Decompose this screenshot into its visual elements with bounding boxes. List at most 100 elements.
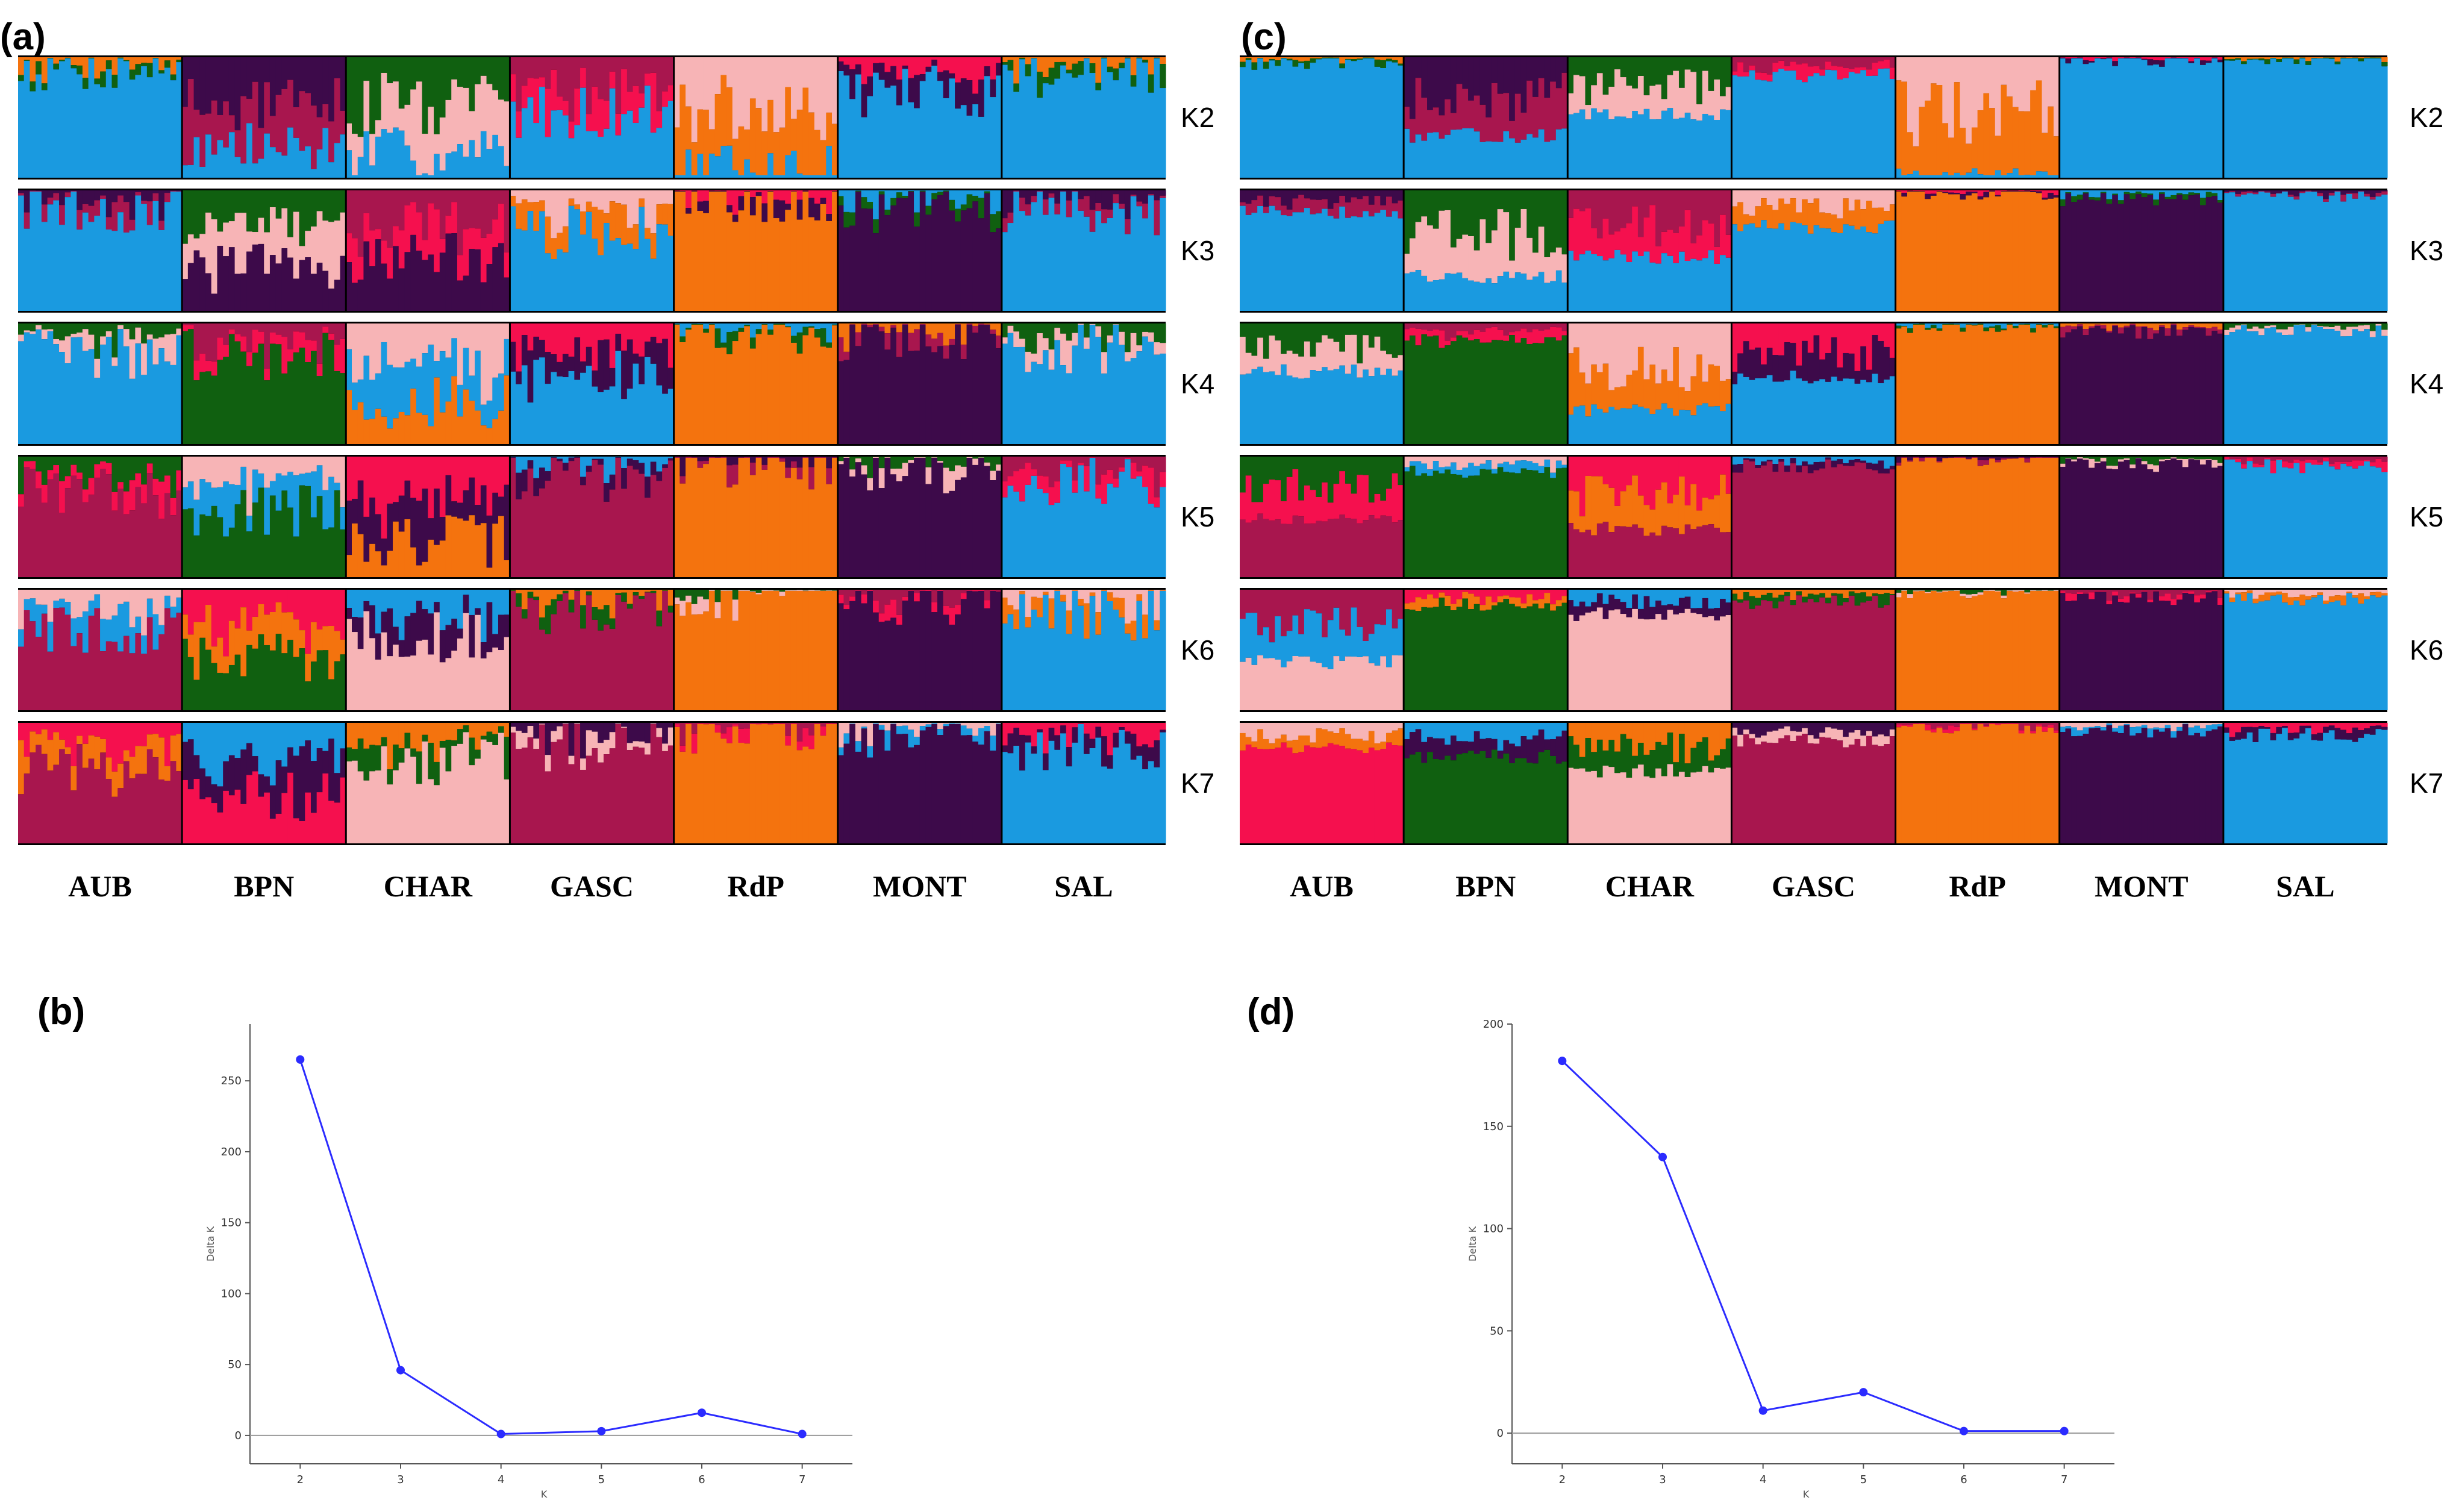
ancestry-bar-segment — [1632, 404, 1639, 444]
ancestry-bar-segment — [246, 231, 253, 252]
ancestry-bar-segment — [152, 649, 159, 710]
ancestry-bar-segment — [919, 726, 926, 731]
ancestry-bar-segment — [211, 57, 218, 101]
ancestry-bar-segment — [1078, 590, 1084, 599]
ancestry-bar-segment — [53, 63, 60, 70]
ancestry-bar-segment — [1755, 72, 1761, 80]
ancestry-bar-segment — [697, 190, 704, 202]
ancestry-bar-segment — [1054, 57, 1061, 62]
ancestry-bar-segment — [1025, 190, 1032, 205]
ancestry-bar-segment — [1450, 273, 1457, 311]
ancestry-bar-segment — [1766, 228, 1773, 311]
ancestry-bar-segment — [990, 457, 996, 471]
ancestry-bar-segment — [2053, 57, 2060, 137]
ancestry-bar-segment — [287, 612, 294, 640]
ancestry-bar-segment — [1054, 481, 1061, 503]
ancestry-bar-segment — [943, 614, 949, 710]
ancestry-bar-segment — [925, 205, 932, 215]
ancestry-bar-segment — [925, 590, 932, 591]
ancestry-bar-segment — [708, 723, 716, 724]
ancestry-bar-segment — [352, 749, 358, 761]
ancestry-bar-segment — [1007, 733, 1014, 754]
ancestry-bar-segment — [2082, 60, 2089, 64]
ancestry-bar-segment — [211, 487, 218, 506]
ancestry-bar-segment — [1345, 57, 1352, 59]
ancestry-bar-segment — [252, 190, 259, 233]
ancestry-bar-segment — [521, 365, 528, 444]
ancestry-bar-segment — [1107, 755, 1114, 769]
ancestry-bar-segment — [281, 337, 288, 374]
ancestry-bar-segment — [269, 343, 277, 444]
ancestry-bar-segment — [966, 735, 973, 843]
ancestry-bar-segment — [580, 67, 587, 88]
ancestry-bar-segment — [182, 723, 189, 742]
ancestry-bar-segment — [978, 198, 985, 219]
ancestry-bar-segment — [334, 371, 341, 444]
ancestry-bar-segment — [849, 601, 856, 710]
ancestry-bar-segment — [1948, 194, 1955, 311]
ancestry-bar-segment — [837, 337, 845, 361]
ancestry-bar-segment — [767, 723, 774, 725]
ancestry-bar-segment — [246, 123, 253, 178]
ancestry-bar-segment — [1960, 194, 1966, 200]
ancestry-bar-segment — [2141, 60, 2148, 178]
ancestry-bar-segment — [1066, 723, 1073, 748]
ancestry-bar-segment — [697, 57, 704, 110]
ancestry-bar-segment — [94, 736, 101, 770]
ancestry-bar-segment — [18, 341, 25, 444]
ancestry-bar-segment — [2176, 57, 2183, 58]
ancestry-bar-segment — [246, 352, 253, 366]
ancestry-bar-segment — [475, 614, 481, 710]
ancestry-bar-segment — [357, 380, 364, 402]
ancestry-bar-segment — [375, 57, 382, 120]
ancestry-bar-segment — [475, 749, 481, 759]
ancestry-bar-segment — [393, 323, 399, 367]
ancestry-bar-segment — [1433, 57, 1440, 108]
ancestry-bar-segment — [1421, 98, 1428, 141]
ancestry-bar-segment — [1374, 213, 1381, 311]
ancestry-bar-segment — [867, 323, 873, 325]
ancestry-bar-segment — [111, 771, 118, 797]
ancestry-bar-segment — [609, 489, 616, 577]
ancestry-bar-segment — [480, 523, 487, 577]
ancestry-bar-segment — [802, 458, 809, 577]
ancestry-bar-segment — [416, 212, 423, 251]
ancestry-bar-segment — [955, 57, 961, 83]
ancestry-bar-segment — [598, 457, 604, 459]
ancestry-bar-segment — [1884, 57, 1890, 60]
ancestry-bar-segment — [1048, 728, 1055, 741]
ancestry-bar-segment — [410, 547, 417, 577]
ancestry-bar-segment — [1386, 61, 1393, 178]
ancestry-bar-segment — [1013, 323, 1020, 332]
ancestry-bar-segment — [387, 504, 393, 551]
ancestry-bar-segment — [773, 723, 780, 724]
ancestry-bar-segment — [667, 204, 675, 236]
ancestry-bar-segment — [30, 192, 36, 311]
ancestry-bar-segment — [1702, 57, 1709, 71]
ancestry-bar-segment — [551, 614, 557, 710]
ancestry-bar-segment — [275, 473, 282, 511]
ancestry-bar-segment — [598, 762, 604, 843]
ancestry-bar-segment — [2194, 193, 2201, 195]
ancestry-bar-segment — [714, 57, 721, 95]
ancestry-bar-segment — [1468, 128, 1475, 178]
ancestry-bar-segment — [931, 612, 938, 710]
ancestry-bar-segment — [1019, 457, 1026, 469]
ancestry-bar-segment — [381, 737, 387, 746]
ancestry-bar-segment — [510, 342, 516, 372]
ancestry-bar-segment — [2258, 58, 2265, 61]
ancestry-bar-segment — [510, 196, 516, 207]
ancestry-bar-segment — [1351, 197, 1357, 217]
ancestry-bar-segment — [217, 190, 223, 232]
ancestry-bar-segment — [966, 323, 973, 324]
ancestry-bar-segment — [293, 590, 300, 620]
ancestry-bar-segment — [2229, 60, 2236, 178]
ancestry-bar-segment — [557, 110, 563, 178]
ancestry-bar-segment — [831, 458, 839, 577]
ancestry-bar-segment — [1796, 190, 1802, 213]
ancestry-bar-segment — [187, 190, 195, 235]
ancestry-bar-segment — [1083, 57, 1090, 58]
ancestry-bar-segment — [328, 289, 335, 311]
ancestry-bar-segment — [475, 457, 481, 505]
ancestry-bar-segment — [568, 205, 575, 311]
